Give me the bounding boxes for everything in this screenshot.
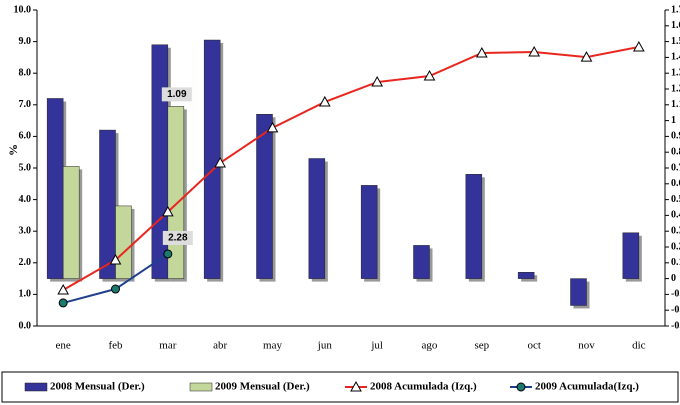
marker [266,121,279,133]
x-tick-label: may [263,340,282,352]
y2-tick-label: 1.1 [671,99,680,110]
marker [163,249,173,259]
legend-label: 2009 Acumulada(Izq.) [535,381,639,393]
line [62,45,640,291]
y-tick-label: 8.0 [19,67,32,78]
y-tick-label: 2.0 [19,257,32,268]
legend-label: 2009 Mensual (Der.) [215,381,310,393]
x-tick-label: nov [578,340,595,352]
y2-tick-label: 0.4 [671,210,680,221]
marker [161,205,174,217]
data-label: 1.09 [167,89,187,100]
marker [57,283,70,295]
legend-marker [516,382,526,392]
x-tick-label: sep [474,340,489,352]
marker [214,156,227,168]
marker [528,45,541,57]
data-label: 2.28 [168,233,188,244]
bar [99,129,116,279]
y2-tick-label: 1.5 [671,36,680,47]
y2-tick-label: 0.8 [671,146,680,157]
bar [256,114,273,279]
marker [632,40,645,52]
bar [115,205,132,279]
bar [465,174,483,279]
marker [423,70,436,81]
y2-tick-label: -0.1 [671,289,680,300]
legend-label: 2008 Acumulada (Izq.) [370,381,477,393]
bar [622,232,640,279]
y2-tick-label: 0.6 [671,178,680,189]
y-tick-label: 5.0 [19,162,32,173]
legend-swatch [24,382,48,392]
marker [109,253,122,265]
y2-tick-label: 0.5 [671,194,680,205]
y2-tick-label: 0.7 [671,162,680,173]
y2-tick-label: 0.9 [671,131,680,142]
y2-tick-label: -0.3 [671,320,680,331]
y2-tick-label: 1.2 [671,83,680,94]
bar [570,278,587,306]
marker [371,76,384,87]
bar [46,98,64,279]
bar [413,245,430,279]
y-tick-label: 9.0 [19,36,32,47]
y2-tick-label: 0 [671,273,676,284]
y-tick-label: 4.0 [19,194,32,205]
y2-tick-label: -0.2 [671,304,680,315]
y2-tick-label: 1 [671,115,676,126]
x-tick-label: jun [317,340,333,352]
label-box [161,87,192,102]
marker [475,46,488,58]
y2-tick-label: 0.3 [671,225,680,236]
y-axis-title: % [6,144,20,156]
y2-tick-label: 0.2 [671,241,680,252]
y2-tick-label: 1.7 [671,4,680,15]
bar [360,185,378,279]
y2-tick-label: 1.6 [671,20,680,31]
y-tick-label: 7.0 [19,99,32,110]
y-tick-label: 10.0 [14,4,32,15]
y-tick-label: 1.0 [19,289,32,300]
marker [318,95,331,107]
bar [62,166,80,279]
bar [517,272,535,279]
x-tick-label: jul [370,340,383,352]
legend-swatch [189,382,213,392]
legend-frame [1,371,679,403]
x-tick-label: ago [422,340,438,352]
bar [203,39,221,279]
x-tick-label: mar [159,340,176,352]
y-tick-label: 0.0 [19,320,32,331]
y-tick-label: 6.0 [19,131,32,142]
x-tick-label: feb [108,340,123,352]
y-tick-label: 3.0 [19,225,32,236]
marker [580,51,593,62]
y2-tick-label: 1.3 [671,67,680,78]
bar [308,158,326,279]
x-tick-label: dic [632,340,646,352]
legend-label: 2008 Mensual (Der.) [50,381,145,393]
x-tick-label: abr [213,340,227,352]
y2-tick-label: 0.1 [671,257,680,268]
marker [111,284,120,294]
y2-tick-label: 1.4 [671,52,680,63]
legend-marker [350,380,362,392]
x-tick-label: ene [56,340,71,352]
label-box [162,230,193,245]
x-tick-label: oct [527,340,540,352]
marker [58,298,68,308]
